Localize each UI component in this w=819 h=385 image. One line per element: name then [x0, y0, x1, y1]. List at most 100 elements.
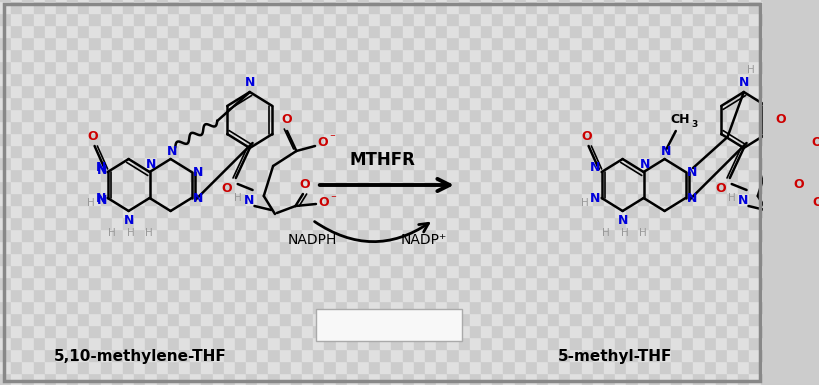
Bar: [346, 229, 358, 241]
Bar: [346, 157, 358, 169]
Bar: [492, 133, 504, 145]
Bar: [559, 205, 570, 217]
Bar: [581, 37, 593, 49]
Bar: [414, 73, 425, 85]
Bar: [101, 193, 112, 205]
Bar: [190, 193, 201, 205]
Bar: [615, 337, 627, 349]
Bar: [22, 361, 34, 373]
Bar: [425, 73, 437, 85]
Bar: [570, 205, 581, 217]
Bar: [45, 205, 56, 217]
Bar: [79, 277, 89, 289]
Bar: [101, 1, 112, 13]
Bar: [403, 337, 414, 349]
Bar: [425, 217, 437, 229]
Bar: [671, 325, 682, 337]
Bar: [79, 73, 89, 85]
Bar: [291, 37, 302, 49]
Bar: [459, 325, 470, 337]
Bar: [425, 1, 437, 13]
Bar: [179, 373, 190, 385]
Bar: [123, 37, 134, 49]
Bar: [11, 325, 22, 337]
Bar: [514, 169, 526, 181]
Bar: [22, 277, 34, 289]
Bar: [470, 349, 481, 361]
Bar: [369, 169, 380, 181]
Bar: [649, 265, 660, 277]
Bar: [291, 121, 302, 133]
Bar: [302, 277, 313, 289]
Bar: [257, 277, 269, 289]
Bar: [302, 373, 313, 385]
Bar: [22, 133, 34, 145]
Bar: [291, 337, 302, 349]
Bar: [123, 73, 134, 85]
Bar: [235, 301, 246, 313]
Bar: [212, 109, 224, 121]
Bar: [369, 337, 380, 349]
Bar: [212, 241, 224, 253]
Bar: [559, 133, 570, 145]
Bar: [403, 277, 414, 289]
Bar: [738, 49, 749, 61]
Bar: [358, 121, 369, 133]
Bar: [22, 37, 34, 49]
Bar: [447, 145, 459, 157]
Bar: [0, 373, 11, 385]
Bar: [771, 49, 783, 61]
Bar: [324, 289, 336, 301]
Bar: [671, 157, 682, 169]
Bar: [514, 97, 526, 109]
Bar: [637, 253, 649, 265]
Bar: [627, 301, 637, 313]
Bar: [749, 13, 761, 25]
Bar: [481, 193, 492, 205]
Bar: [414, 61, 425, 73]
Bar: [537, 133, 548, 145]
Bar: [671, 253, 682, 265]
Bar: [346, 109, 358, 121]
Bar: [761, 13, 771, 25]
Bar: [190, 85, 201, 97]
Bar: [302, 241, 313, 253]
Bar: [694, 13, 704, 25]
Bar: [11, 1, 22, 13]
Bar: [637, 289, 649, 301]
Bar: [89, 121, 101, 133]
Bar: [593, 361, 604, 373]
Bar: [179, 13, 190, 25]
Bar: [771, 241, 783, 253]
Text: O: O: [282, 112, 292, 126]
Bar: [447, 301, 459, 313]
Bar: [56, 61, 67, 73]
Bar: [425, 325, 437, 337]
Bar: [324, 301, 336, 313]
Text: ⁻: ⁻: [330, 194, 336, 204]
Bar: [156, 37, 168, 49]
Text: N: N: [193, 191, 203, 204]
Bar: [481, 85, 492, 97]
Bar: [637, 1, 649, 13]
Bar: [257, 61, 269, 73]
Bar: [391, 373, 403, 385]
Bar: [761, 61, 771, 73]
Bar: [279, 1, 291, 13]
Bar: [168, 373, 179, 385]
Bar: [749, 241, 761, 253]
Bar: [168, 25, 179, 37]
Bar: [548, 61, 559, 73]
Bar: [22, 289, 34, 301]
Bar: [403, 217, 414, 229]
Bar: [548, 0, 559, 1]
Bar: [649, 313, 660, 325]
Bar: [504, 313, 514, 325]
Bar: [391, 25, 403, 37]
Bar: [146, 241, 156, 253]
Bar: [346, 217, 358, 229]
Bar: [224, 13, 235, 25]
Bar: [112, 169, 123, 181]
Bar: [67, 361, 79, 373]
Bar: [761, 0, 771, 1]
